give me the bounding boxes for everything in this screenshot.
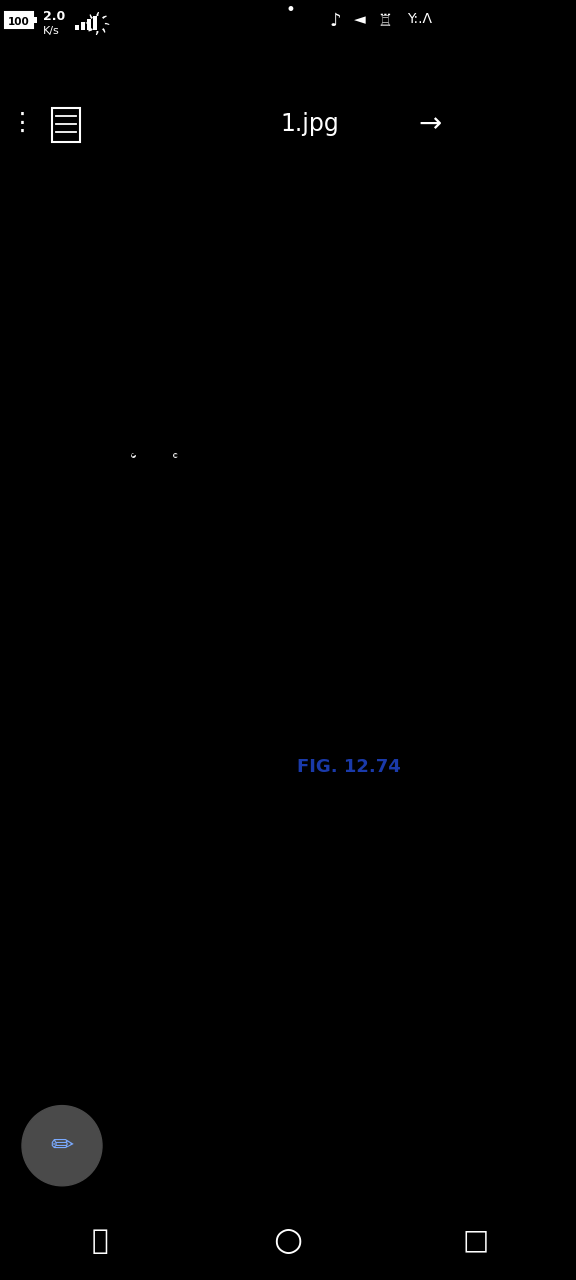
Bar bbox=[93, 15, 97, 29]
Text: 17.: 17. bbox=[16, 205, 48, 223]
Text: c.: c. bbox=[50, 366, 67, 384]
Text: a.: a. bbox=[50, 238, 68, 256]
Text: $R_2$: $R_2$ bbox=[196, 559, 216, 579]
Text: b.: b. bbox=[50, 302, 69, 320]
Text: Y:.Λ: Y:.Λ bbox=[407, 12, 433, 26]
Text: rent: rent bbox=[76, 269, 120, 287]
Text: i: i bbox=[112, 269, 118, 287]
Text: ⮌: ⮌ bbox=[92, 1228, 108, 1254]
Text: ⋮: ⋮ bbox=[9, 111, 35, 134]
Text: K/s: K/s bbox=[43, 26, 60, 36]
Text: 10 mH: 10 mH bbox=[433, 573, 488, 590]
Text: $i_L$: $i_L$ bbox=[423, 477, 435, 499]
Circle shape bbox=[22, 1106, 102, 1185]
Text: 10 kΩ: 10 kΩ bbox=[280, 561, 328, 577]
Text: →: → bbox=[418, 110, 442, 138]
Text: and the voltage: and the voltage bbox=[128, 269, 282, 287]
Bar bbox=[87, 19, 91, 29]
Text: 10 kΩ: 10 kΩ bbox=[314, 475, 363, 492]
Text: FIG. 12.74: FIG. 12.74 bbox=[297, 758, 400, 776]
Text: $v_L$: $v_L$ bbox=[433, 585, 450, 603]
Text: ҉: ҉ bbox=[102, 12, 109, 35]
Text: ♪: ♪ bbox=[329, 12, 341, 29]
Text: 20 V: 20 V bbox=[38, 566, 78, 582]
Text: ✏: ✏ bbox=[50, 1132, 74, 1160]
Text: v: v bbox=[251, 269, 261, 287]
Text: Determine the mathematical expressions for the cur-: Determine the mathematical expressions f… bbox=[76, 238, 562, 256]
Text: of five time constants has passed.: of five time constants has passed. bbox=[76, 333, 384, 351]
Text: 100: 100 bbox=[8, 17, 30, 27]
Text: −: − bbox=[429, 625, 448, 646]
Text: L: L bbox=[120, 274, 129, 287]
Text: L: L bbox=[259, 274, 268, 287]
Text: $L$: $L$ bbox=[358, 566, 368, 582]
Text: 2.0: 2.0 bbox=[43, 10, 65, 23]
Text: +: + bbox=[429, 513, 445, 531]
Text: Sketch the waveforms of parts (a) and (b) on the same: Sketch the waveforms of parts (a) and (b… bbox=[76, 366, 574, 384]
Text: Repeat part (a) if the switch is opened after a period: Repeat part (a) if the switch is opened … bbox=[76, 302, 558, 320]
Bar bbox=[52, 108, 80, 142]
Bar bbox=[33, 17, 37, 23]
Text: when the switch is closed.: when the switch is closed. bbox=[267, 269, 513, 287]
Text: ◄: ◄ bbox=[354, 12, 366, 27]
Bar bbox=[5, 12, 33, 28]
Text: ♖: ♖ bbox=[377, 12, 392, 29]
Text: ○: ○ bbox=[274, 1225, 302, 1257]
Text: □: □ bbox=[463, 1228, 489, 1254]
Text: $R_1$: $R_1$ bbox=[328, 411, 348, 431]
Text: For the network of Fig. 12.74:: For the network of Fig. 12.74: bbox=[54, 205, 367, 223]
Text: set of axes.: set of axes. bbox=[76, 397, 179, 415]
Text: 1.jpg: 1.jpg bbox=[281, 113, 339, 136]
Text: •: • bbox=[285, 1, 295, 19]
Bar bbox=[81, 22, 85, 29]
Bar bbox=[75, 26, 79, 29]
